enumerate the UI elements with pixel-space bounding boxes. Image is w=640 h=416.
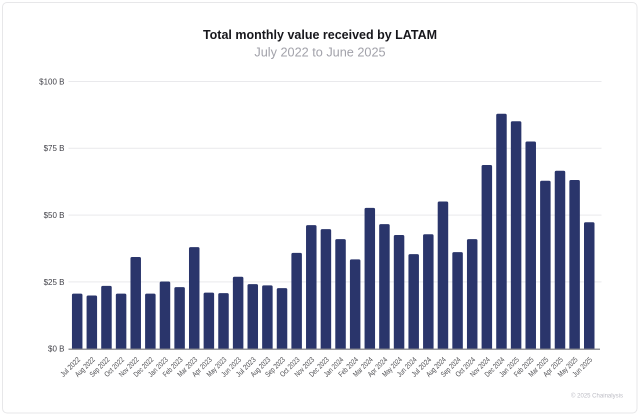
svg-text:$0 B: $0 B <box>48 345 64 354</box>
svg-text:Total monthly value received b: Total monthly value received by LATAM <box>203 28 437 42</box>
svg-text:© 2025 Chainalysis: © 2025 Chainalysis <box>571 391 624 399</box>
svg-text:July 2022 to June 2025: July 2022 to June 2025 <box>254 46 385 60</box>
svg-text:$50 B: $50 B <box>44 211 65 220</box>
svg-text:$25 B: $25 B <box>44 278 65 287</box>
svg-text:$75 B: $75 B <box>44 144 65 153</box>
svg-text:$100 B: $100 B <box>39 77 64 86</box>
